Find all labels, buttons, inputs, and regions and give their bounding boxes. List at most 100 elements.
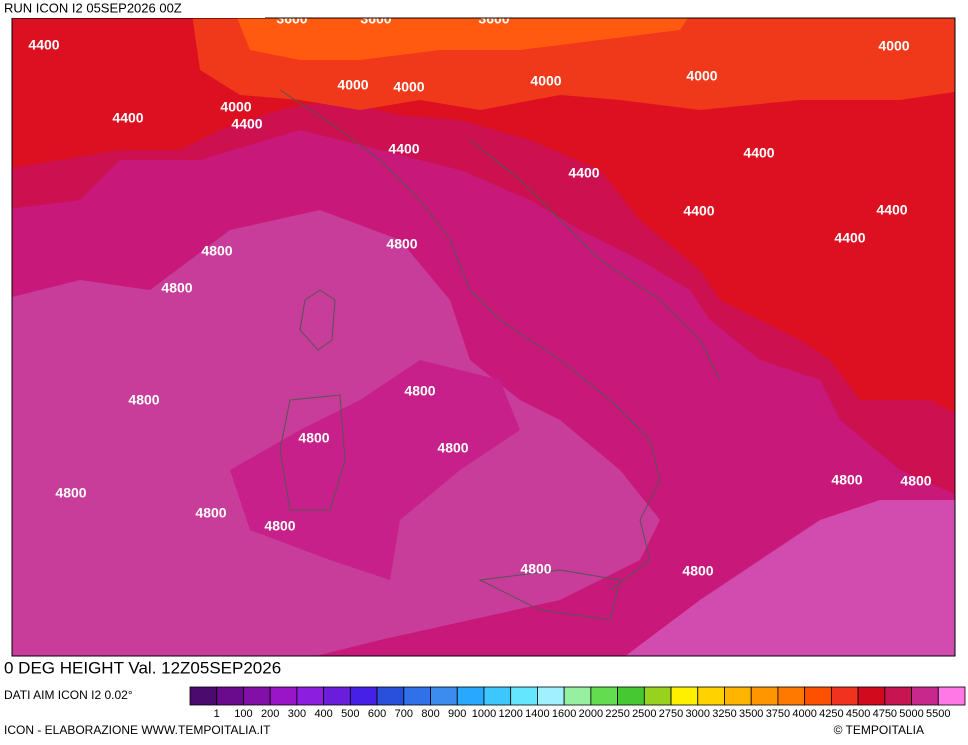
legend-label: 4000 (792, 708, 816, 720)
legend-label: 1600 (552, 708, 576, 720)
legend-swatch (670, 686, 699, 706)
contour-label: 4800 (404, 383, 435, 399)
legend-label: 3500 (739, 708, 763, 720)
field (230, 360, 520, 580)
legend-swatch (643, 686, 672, 706)
contour-label: 4000 (686, 68, 717, 84)
legend-swatch (456, 686, 485, 706)
legend-label: 3750 (766, 708, 790, 720)
legend-swatch (830, 686, 859, 706)
legend-swatch (430, 686, 458, 706)
legend-label: 2750 (659, 708, 683, 720)
contour-label: 3600 (276, 11, 307, 27)
map-area: 3600 3600 3600 4000 4400 4000 4000 4000 4000 4400… (12, 11, 955, 656)
legend-label: 700 (395, 708, 413, 720)
legend-swatch (857, 686, 886, 706)
legend-label: 900 (448, 708, 466, 720)
legend-label: 2250 (605, 708, 629, 720)
contour-label: 4000 (337, 77, 368, 93)
field (625, 500, 955, 656)
legend-swatch (884, 686, 912, 706)
contour-label: 4400 (876, 202, 907, 218)
contour-label: 3600 (360, 11, 391, 27)
contour-label: 4800 (520, 561, 551, 577)
contour-label: 4800 (55, 485, 86, 501)
header-box (0, 0, 265, 18)
map-title: 0 DEG HEIGHT Val. 12Z05SEP2026 (4, 658, 281, 677)
contour-label: 4400 (568, 165, 599, 181)
legend-label: 4500 (846, 708, 870, 720)
legend-swatch (376, 686, 405, 706)
contour-label: 4800 (201, 243, 232, 259)
legend-label: 400 (314, 708, 332, 720)
contour-label: 4400 (388, 141, 419, 157)
legend-swatch (349, 686, 378, 706)
legend-label: 1400 (525, 708, 549, 720)
field (237, 18, 688, 60)
legend-swatch (750, 686, 779, 706)
legend-label: 800 (421, 708, 439, 720)
legend-label: 3250 (712, 708, 736, 720)
data-source: DATI AIM ICON I2 0.02° (4, 688, 133, 702)
contour-label: 4800 (682, 563, 713, 579)
run-title: RUN ICON I2 05SEP2026 00Z (4, 0, 182, 15)
legend-swatch (724, 686, 752, 706)
contour-label: 4800 (161, 280, 192, 296)
contour-label: 4400 (28, 37, 59, 53)
contour-label: 4000 (393, 79, 424, 95)
legend-swatch (537, 686, 565, 706)
legend-label: 1200 (498, 708, 522, 720)
legend-swatch (590, 686, 618, 706)
contour-label: 4400 (743, 145, 774, 161)
legend-label: 1000 (472, 708, 496, 720)
contour-label: 4800 (900, 473, 931, 489)
island-outline (299, 289, 336, 351)
contour-label: 3600 (478, 11, 509, 27)
contour-labels: 3600 3600 3600 4000 4400 4000 4000 4000 4000 4400… (28, 11, 931, 579)
coastline (279, 89, 661, 591)
legend-swatch (777, 686, 806, 706)
contour-label: 4800 (386, 236, 417, 252)
contour-label: 4800 (831, 472, 862, 488)
contour-label: 4000 (220, 99, 251, 115)
legend-label: 5000 (899, 708, 923, 720)
legend-label: 2500 (632, 708, 656, 720)
legend-swatch (269, 686, 298, 706)
map-frame (11, 17, 956, 657)
island-outline (478, 569, 621, 621)
credits: ICON - ELABORAZIONE WWW.TEMPOITALIA.IT (4, 723, 271, 737)
contour-label: 4400 (683, 203, 714, 219)
contour-label: 4400 (834, 230, 865, 246)
title-box (0, 657, 415, 684)
contour-label: 4800 (128, 392, 159, 408)
legend-swatch (804, 686, 832, 706)
legend-label: 5500 (926, 708, 950, 720)
legend-label: 1 (214, 708, 220, 720)
legend-label: 3000 (686, 708, 710, 720)
legend-swatch (296, 686, 325, 706)
copyright: © TEMPOITALIA (834, 723, 924, 737)
legend-swatch (243, 686, 271, 706)
legend-label: 2000 (579, 708, 603, 720)
contour-label: 4800 (195, 505, 226, 521)
legend-label: 600 (368, 708, 386, 720)
legend-label: 4250 (819, 708, 843, 720)
field (12, 18, 955, 414)
island-outline (279, 394, 346, 511)
legend-swatch (617, 686, 645, 706)
contour-label: 4800 (437, 440, 468, 456)
legend-swatch (323, 686, 351, 706)
contour-label: 4800 (298, 430, 329, 446)
legend-swatch (403, 686, 431, 706)
legend-swatch (911, 686, 939, 706)
legend-label: 200 (261, 708, 279, 720)
legend-swatch (510, 686, 538, 706)
color-scale: 1 100 200 300 400 500 600 700 800 900 1000 1200 1400… (189, 686, 966, 720)
contour-label: 4000 (530, 73, 561, 89)
contour-label: 4400 (112, 110, 143, 126)
legend-label: 300 (288, 708, 306, 720)
legend-swatch (483, 686, 512, 706)
coastline (469, 139, 721, 381)
